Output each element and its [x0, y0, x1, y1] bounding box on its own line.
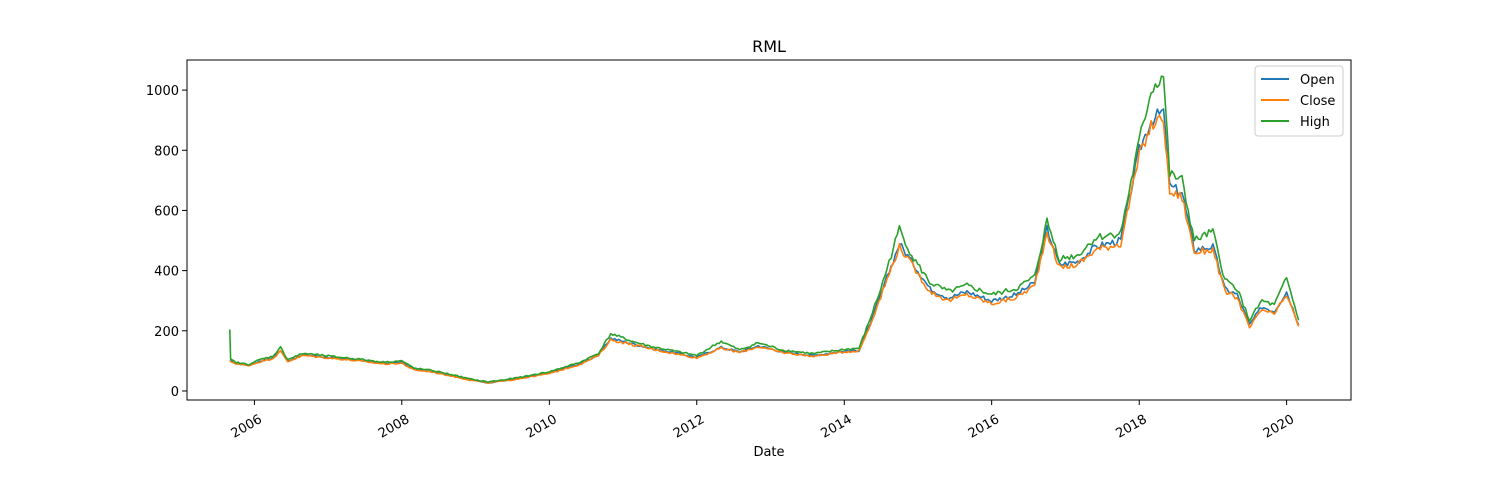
y-tick-label: 600: [154, 204, 179, 219]
x-tick-label: 2018: [1113, 412, 1149, 442]
x-tick-label: 2010: [524, 412, 560, 442]
x-tick-label: 2016: [966, 412, 1002, 442]
plot-area: [229, 75, 1300, 384]
y-axis: 0 200 400 600 800 1000: [146, 84, 187, 400]
y-tick-label: 200: [154, 325, 179, 340]
chart-title: RML: [752, 37, 786, 56]
legend-label-open: Open: [1300, 73, 1335, 88]
legend-label-high: High: [1300, 115, 1330, 130]
legend: Open Close High: [1254, 65, 1344, 137]
x-axis-title: Date: [753, 445, 784, 460]
plot-frame: [186, 59, 1352, 401]
legend-box: [1254, 65, 1344, 137]
y-tick-label: 1000: [146, 84, 179, 99]
legend-label-close: Close: [1300, 94, 1335, 109]
y-tick-label: 800: [154, 144, 179, 159]
x-axis: 2006 2008 2010 2012 2014 2016 2018 2020: [229, 400, 1297, 442]
x-tick-label: 2014: [819, 412, 855, 442]
x-tick-label: 2012: [671, 412, 707, 442]
x-tick-label: 2006: [229, 412, 265, 442]
x-tick-label: 2008: [376, 412, 412, 442]
series-line-close: [229, 114, 1300, 384]
x-tick-label: 2020: [1261, 412, 1297, 442]
series-line-high: [229, 75, 1300, 384]
series-line-open: [229, 108, 1300, 384]
y-tick-label: 400: [154, 265, 179, 280]
y-tick-label: 0: [171, 385, 179, 400]
